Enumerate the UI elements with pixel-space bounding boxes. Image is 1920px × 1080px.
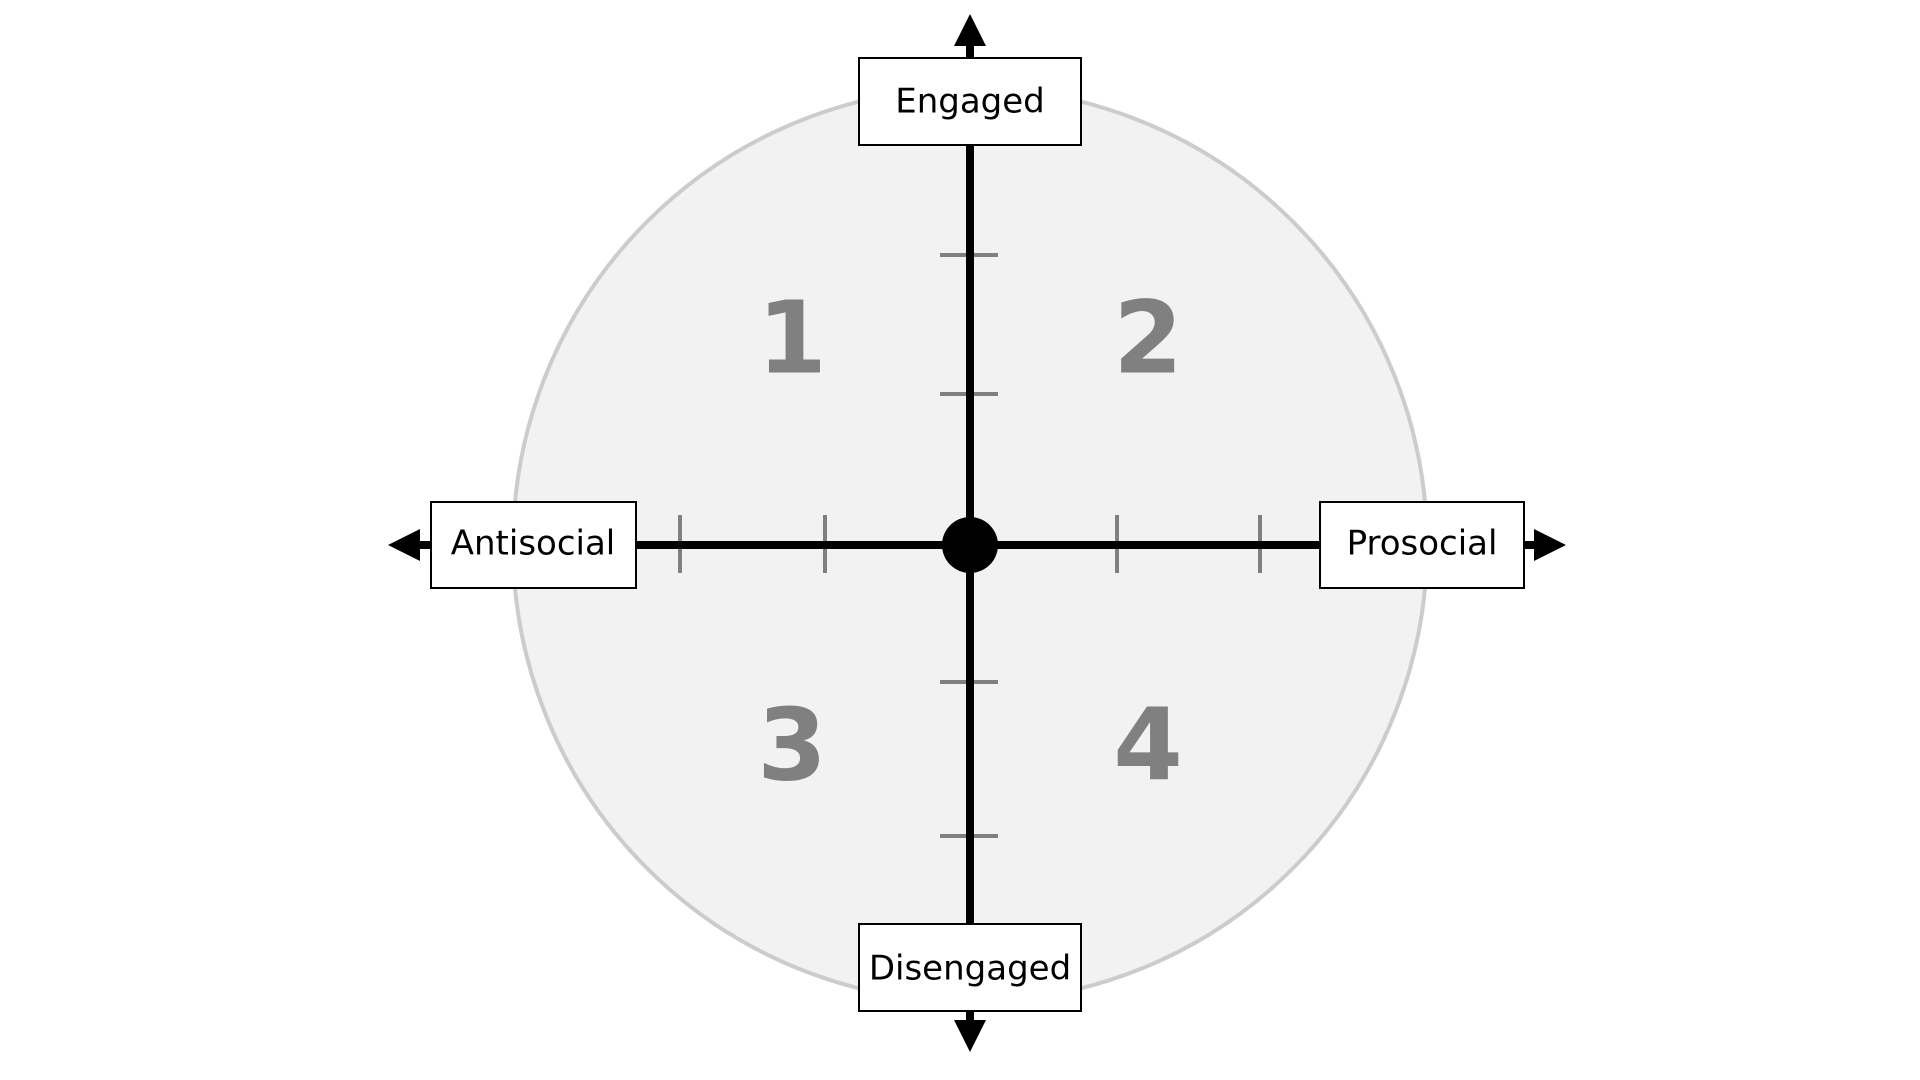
label-disengaged: Disengaged <box>858 923 1082 1012</box>
label-antisocial-text: Antisocial <box>451 524 616 564</box>
label-disengaged-text: Disengaged <box>869 949 1071 989</box>
quadrant-number-1: 1 <box>757 279 827 396</box>
label-box <box>858 57 1082 146</box>
quadrant-number-3: 3 <box>757 686 827 803</box>
arrow-down-icon <box>954 1020 986 1052</box>
label-engaged: Engaged <box>858 57 1082 146</box>
label-prosocial: Prosocial <box>1319 501 1525 589</box>
quadrant-numbers: 1 2 3 4 <box>757 279 1183 803</box>
label-antisocial: Antisocial <box>430 501 637 589</box>
label-prosocial-text: Prosocial <box>1347 524 1498 564</box>
quadrant-number-4: 4 <box>1113 686 1183 803</box>
origin-dot <box>942 517 998 573</box>
label-engaged-text: Engaged <box>895 82 1045 122</box>
arrow-up-icon <box>954 14 986 46</box>
label-box <box>858 923 1082 1012</box>
arrow-right-icon <box>1534 529 1566 561</box>
quadrant-number-2: 2 <box>1113 279 1183 396</box>
label-box <box>1319 501 1525 589</box>
label-box <box>430 501 637 589</box>
arrow-left-icon <box>388 529 420 561</box>
